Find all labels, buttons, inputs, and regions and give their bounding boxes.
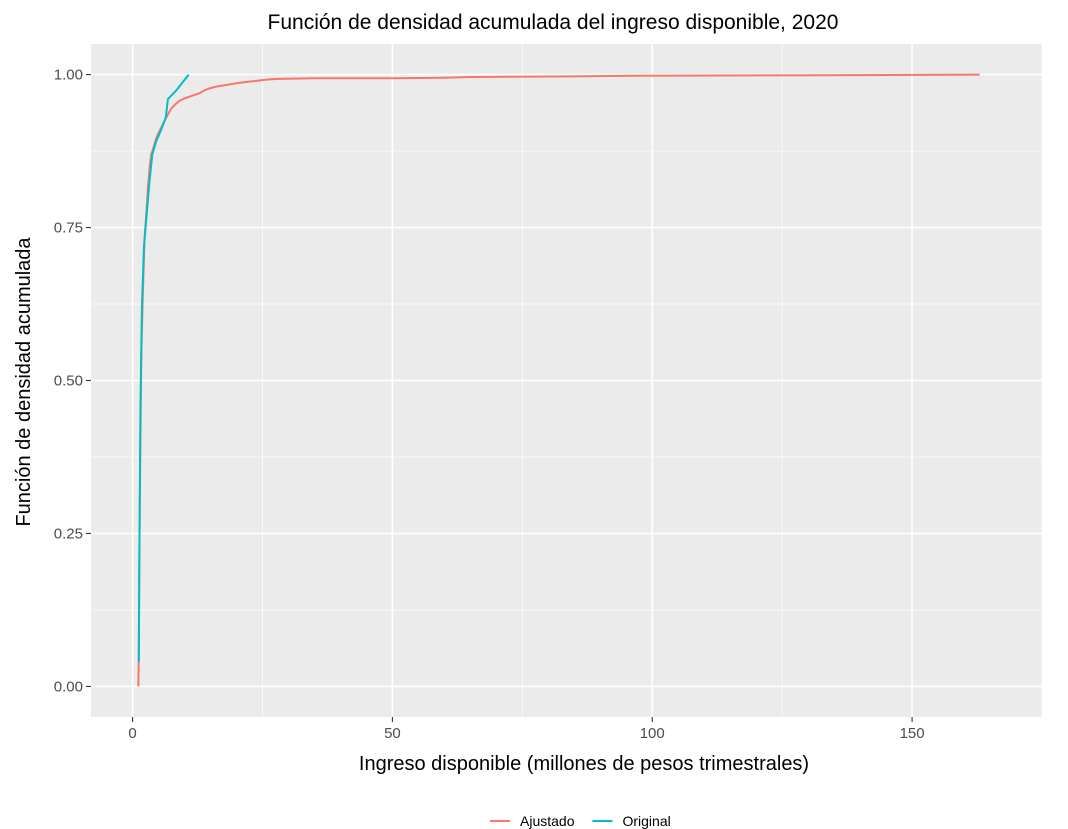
y-axis: 0.00 0.25 0.50 0.75 1.00 <box>54 67 91 695</box>
legend: Ajustado Original <box>490 813 671 829</box>
y-axis-title: Función de densidad acumulada <box>13 237 35 527</box>
x-axis: 0 50 100 150 <box>128 717 925 742</box>
y-tick-label: 0.75 <box>54 220 83 237</box>
series-line-original <box>137 73 190 662</box>
y-tick-label: 1.00 <box>54 67 83 84</box>
legend-label: Ajustado <box>520 813 575 829</box>
y-tick-label: 0.25 <box>54 525 83 542</box>
x-axis-title: Ingreso disponible (millones de pesos tr… <box>359 753 809 775</box>
x-tick-label: 100 <box>640 725 665 742</box>
chart-title: Función de densidad acumulada del ingres… <box>268 11 839 34</box>
y-tick-label: 0.50 <box>54 373 83 390</box>
x-tick-label: 0 <box>128 725 136 742</box>
y-tick-label: 0.00 <box>54 678 83 695</box>
legend-label: Original <box>622 813 670 829</box>
series-lines <box>137 73 980 687</box>
major-gridlines <box>91 44 1042 717</box>
x-tick-label: 50 <box>384 725 401 742</box>
x-tick-label: 150 <box>900 725 925 742</box>
